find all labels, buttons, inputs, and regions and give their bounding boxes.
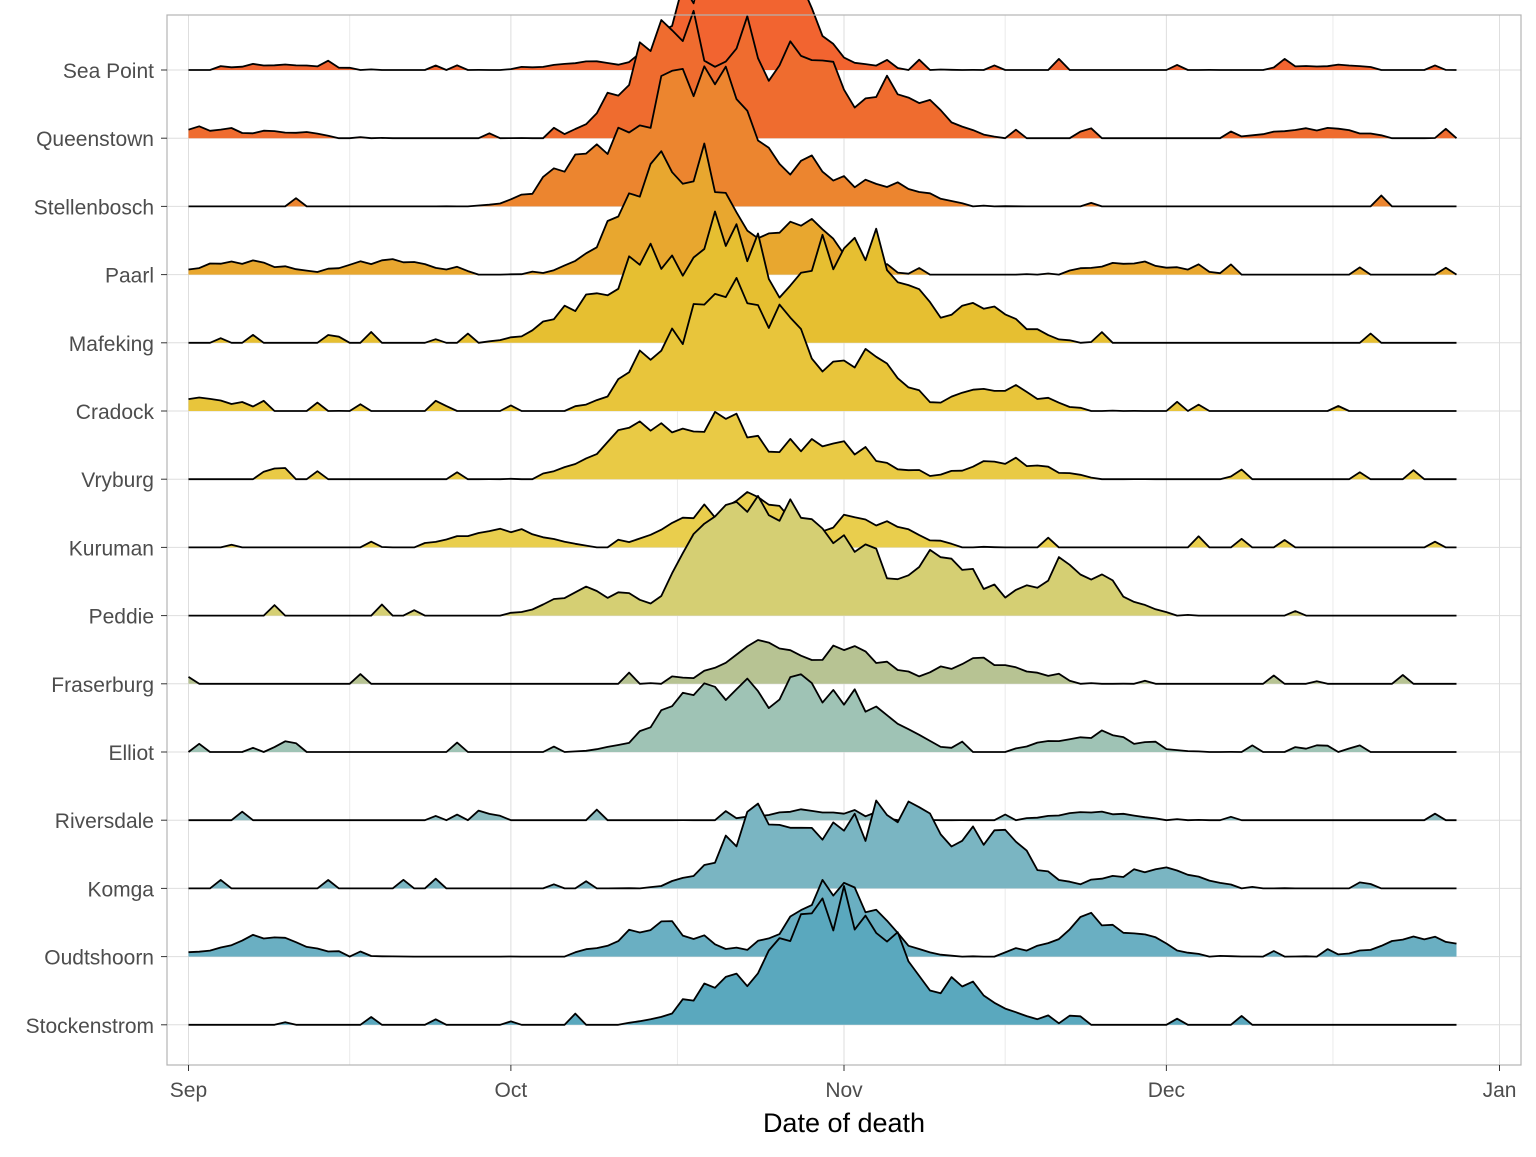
y-tick-label-sea-point: Sea Point [63, 60, 154, 83]
y-tick-labels: Sea Point Queenstown Stellenbosch Paarl Mafe… [26, 60, 167, 1038]
ridge-area-cradock [188, 277, 1457, 411]
ridge-line-queenstown [188, 9, 1458, 140]
y-tick-label-fraserburg: Fraserburg [51, 674, 154, 697]
ridge-area-queenstown [188, 10, 1457, 139]
x-tick-label: Sep [170, 1079, 207, 1102]
ridge-line-peddie [188, 495, 1457, 617]
y-tick-label-queenstown: Queenstown [36, 128, 154, 151]
ridge-area-elliot [188, 674, 1457, 752]
ridge-area-stellenbosch [188, 66, 1457, 207]
ridge-area-stockenstrom [188, 886, 1457, 1025]
ridge-area-sea-point [188, 0, 1457, 70]
y-tick-label-komga: Komga [87, 878, 154, 901]
ridge-area-mafeking [188, 211, 1457, 343]
y-tick-label-stockenstrom: Stockenstrom [26, 1015, 154, 1038]
y-tick-label-peddie: Peddie [89, 606, 154, 629]
y-tick-label-stellenbosch: Stellenbosch [34, 196, 154, 219]
ridge-area-riversdale [188, 809, 1457, 821]
y-tick-label-paarl: Paarl [105, 265, 154, 288]
y-tick-label-elliot: Elliot [108, 742, 154, 765]
ridge-area-fraserburg [188, 640, 1457, 684]
y-tick-label-mafeking: Mafeking [69, 333, 154, 356]
ridge-line-komga [188, 799, 1457, 890]
y-tick-label-kuruman: Kuruman [69, 537, 154, 560]
ridge-line-oudtshoorn [188, 879, 1457, 958]
ridge-line-elliot [187, 673, 1457, 753]
y-tick-label-vryburg: Vryburg [81, 469, 154, 492]
ridge-line-fraserburg [188, 639, 1457, 685]
ridge-area-kuruman [188, 492, 1457, 548]
ridge-area-vryburg [188, 411, 1457, 480]
ridge-area-komga [188, 800, 1457, 889]
y-tick-label-riversdale: Riversdale [55, 810, 154, 833]
y-tick-label-cradock: Cradock [76, 401, 155, 424]
x-tick-labels: Sep Oct Nov Dec Jan [170, 1065, 1517, 1102]
y-tick-label-oudtshoorn: Oudtshoorn [44, 947, 154, 970]
ridge-line-paarl [188, 142, 1457, 276]
x-tick-label: Jan [1483, 1079, 1517, 1102]
ridge-line-riversdale [188, 808, 1457, 822]
ridge-line-sea-point [188, 0, 1457, 71]
ridge-line-stellenbosch [188, 65, 1457, 208]
x-axis-title: Date of death [763, 1108, 925, 1138]
x-tick-label: Oct [495, 1079, 528, 1102]
ridge-area-peddie [188, 495, 1457, 616]
ridge-line-mafeking [188, 210, 1457, 344]
x-tick-label: Nov [825, 1079, 863, 1102]
x-tick-label: Dec [1148, 1079, 1185, 1102]
ridge-layer [187, 0, 1458, 1026]
ridge-line-vryburg [188, 411, 1457, 481]
ridge-line-cradock [188, 277, 1457, 412]
ridge-line-stockenstrom [188, 885, 1457, 1026]
